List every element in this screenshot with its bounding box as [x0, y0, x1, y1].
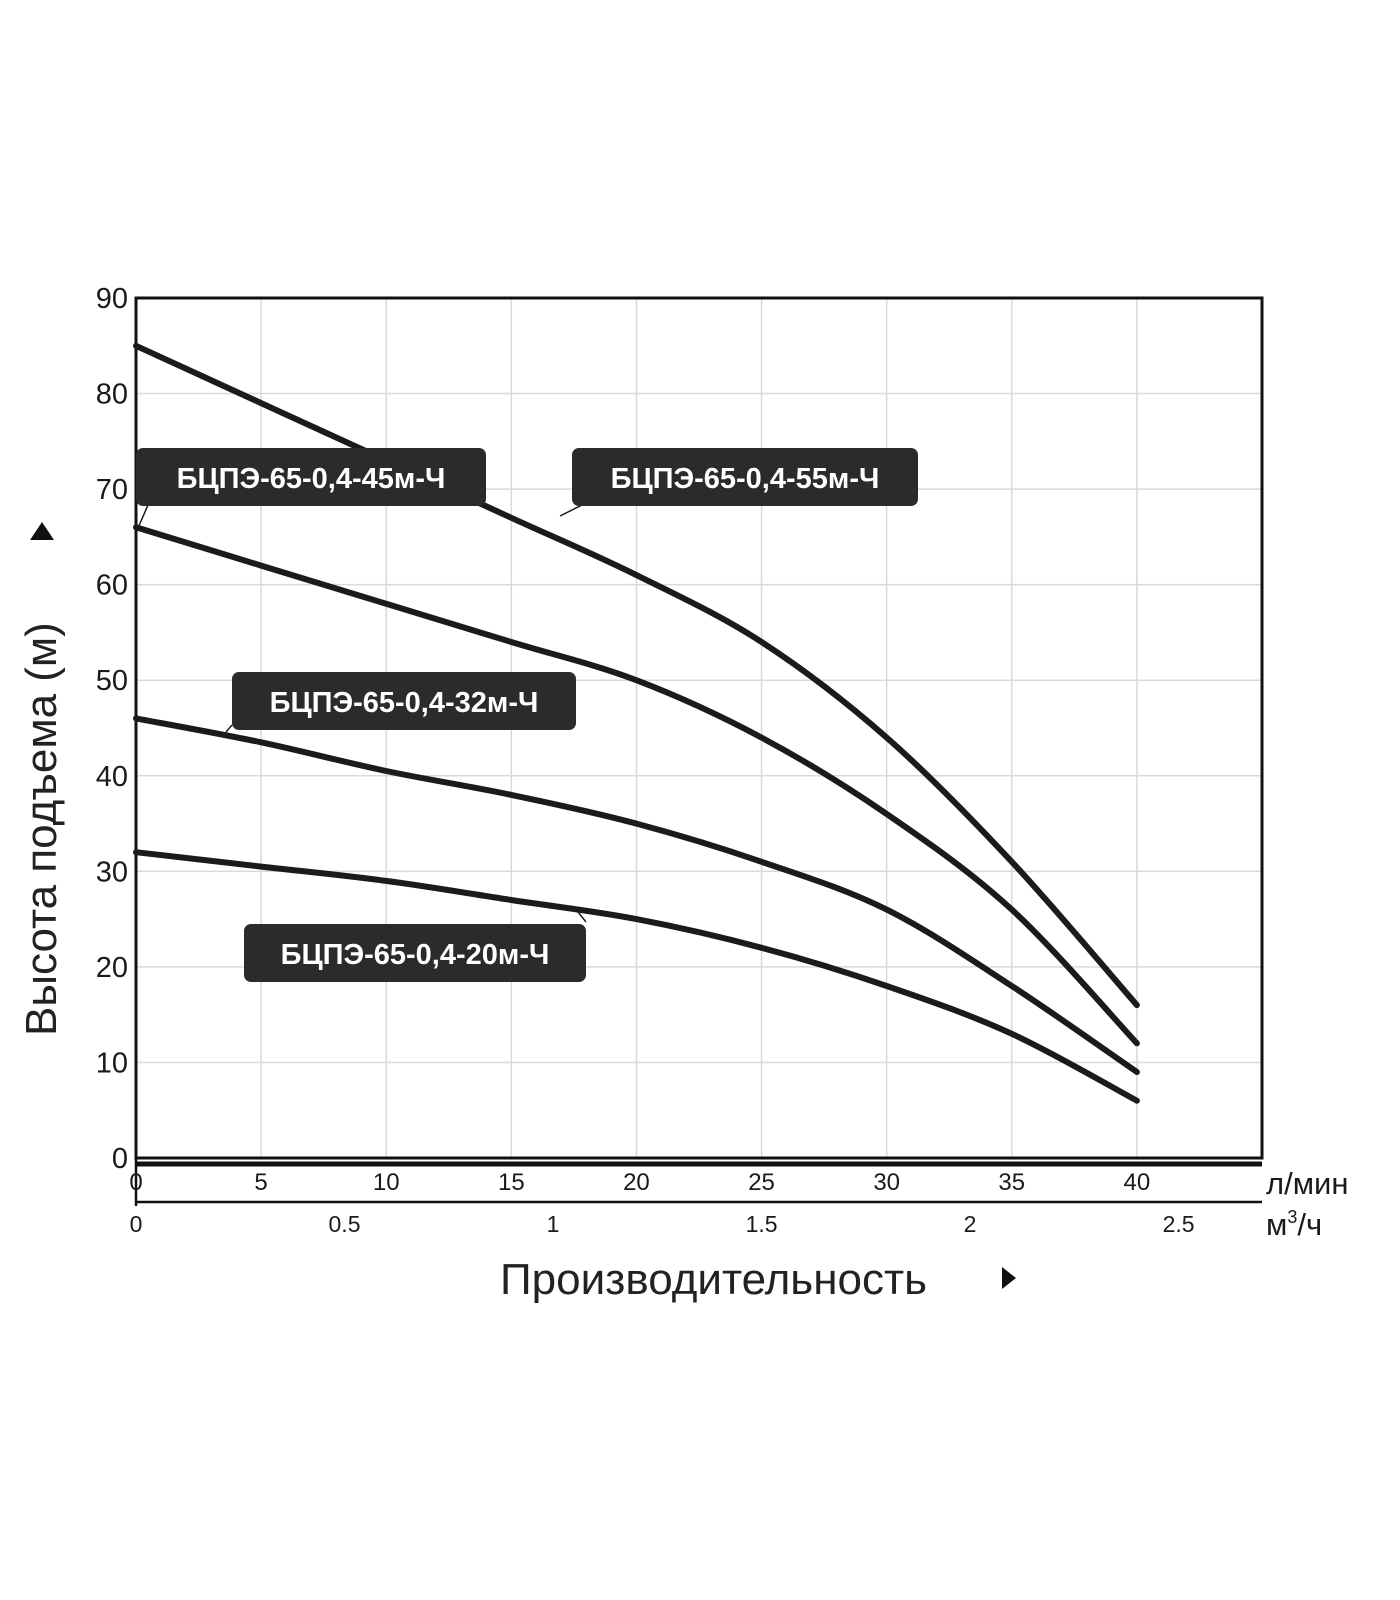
series-curve-2 — [133, 715, 1140, 1075]
leader-20m — [577, 911, 587, 923]
series-curve-1 — [133, 524, 1140, 1047]
x2-tick-label: 1 — [547, 1211, 560, 1237]
x-tick-label: 40 — [1124, 1169, 1151, 1196]
series-curves — [133, 342, 1140, 1104]
x-tick-label: 0 — [129, 1169, 142, 1196]
x-tick-label: 30 — [873, 1169, 900, 1196]
label-20m-text: БЦПЭ-65-0,4-20м-Ч — [281, 939, 550, 971]
y-tick-label: 10 — [96, 1047, 128, 1079]
y-tick-label: 60 — [96, 570, 128, 602]
x-tick-label: 35 — [998, 1169, 1025, 1196]
x2-tick-label: 1.5 — [746, 1211, 778, 1237]
x-tick-label: 5 — [254, 1169, 267, 1196]
label-leaders — [137, 504, 587, 923]
y-axis-title: Высота подъема (м) — [17, 622, 66, 1036]
label-20m: БЦПЭ-65-0,4-20м-Ч — [244, 924, 586, 982]
y-axis-arrow-icon — [30, 522, 54, 540]
x2-tick-labels: 0 0.5 1 1.5 2 2.5 — [130, 1211, 1195, 1237]
x-axis-arrow-icon — [1002, 1267, 1016, 1289]
x-tick-labels: 0 5 10 15 20 25 30 35 40 — [129, 1169, 1150, 1196]
series-labels: БЦПЭ-65-0,4-45м-Ч БЦПЭ-65-0,4-55м-Ч БЦПЭ… — [136, 448, 918, 982]
label-32m-text: БЦПЭ-65-0,4-32м-Ч — [270, 687, 539, 719]
y-tick-labels: 0 10 20 30 40 50 60 70 80 90 — [96, 283, 128, 1175]
y-tick-label: 40 — [96, 761, 128, 793]
label-55m: БЦПЭ-65-0,4-55м-Ч — [572, 448, 918, 506]
y-tick-label: 0 — [112, 1143, 128, 1175]
x-tick-label: 10 — [373, 1169, 400, 1196]
x-axis-title: Производительность — [500, 1255, 927, 1304]
label-45m: БЦПЭ-65-0,4-45м-Ч — [136, 448, 486, 506]
y-tick-label: 30 — [96, 856, 128, 888]
x2-unit-label: м3/ч — [1266, 1207, 1322, 1242]
y-tick-label: 20 — [96, 952, 128, 984]
x2-tick-label: 0.5 — [329, 1211, 361, 1237]
leader-45m — [137, 504, 149, 529]
label-55m-text: БЦПЭ-65-0,4-55м-Ч — [611, 463, 880, 495]
x2-tick-label: 2 — [964, 1211, 977, 1237]
x2-tick-label: 0 — [130, 1211, 143, 1237]
x2-tick-label: 2.5 — [1163, 1211, 1195, 1237]
plot-frame — [134, 296, 1264, 1160]
x-tick-label: 25 — [748, 1169, 775, 1196]
series-curve-3 — [133, 849, 1140, 1104]
leader-55m — [559, 504, 583, 517]
label-45m-text: БЦПЭ-65-0,4-45м-Ч — [177, 463, 446, 495]
series-curve-0 — [133, 342, 1140, 1009]
leader-32m — [225, 724, 233, 733]
label-32m: БЦПЭ-65-0,4-32м-Ч — [232, 672, 576, 730]
x-tick-label: 15 — [498, 1169, 525, 1196]
y-tick-label: 70 — [96, 474, 128, 506]
y-tick-label: 90 — [96, 283, 128, 315]
x-unit-label: л/мин — [1266, 1166, 1348, 1201]
x-tick-label: 20 — [623, 1169, 650, 1196]
y-tick-label: 80 — [96, 379, 128, 411]
y-tick-label: 50 — [96, 665, 128, 697]
